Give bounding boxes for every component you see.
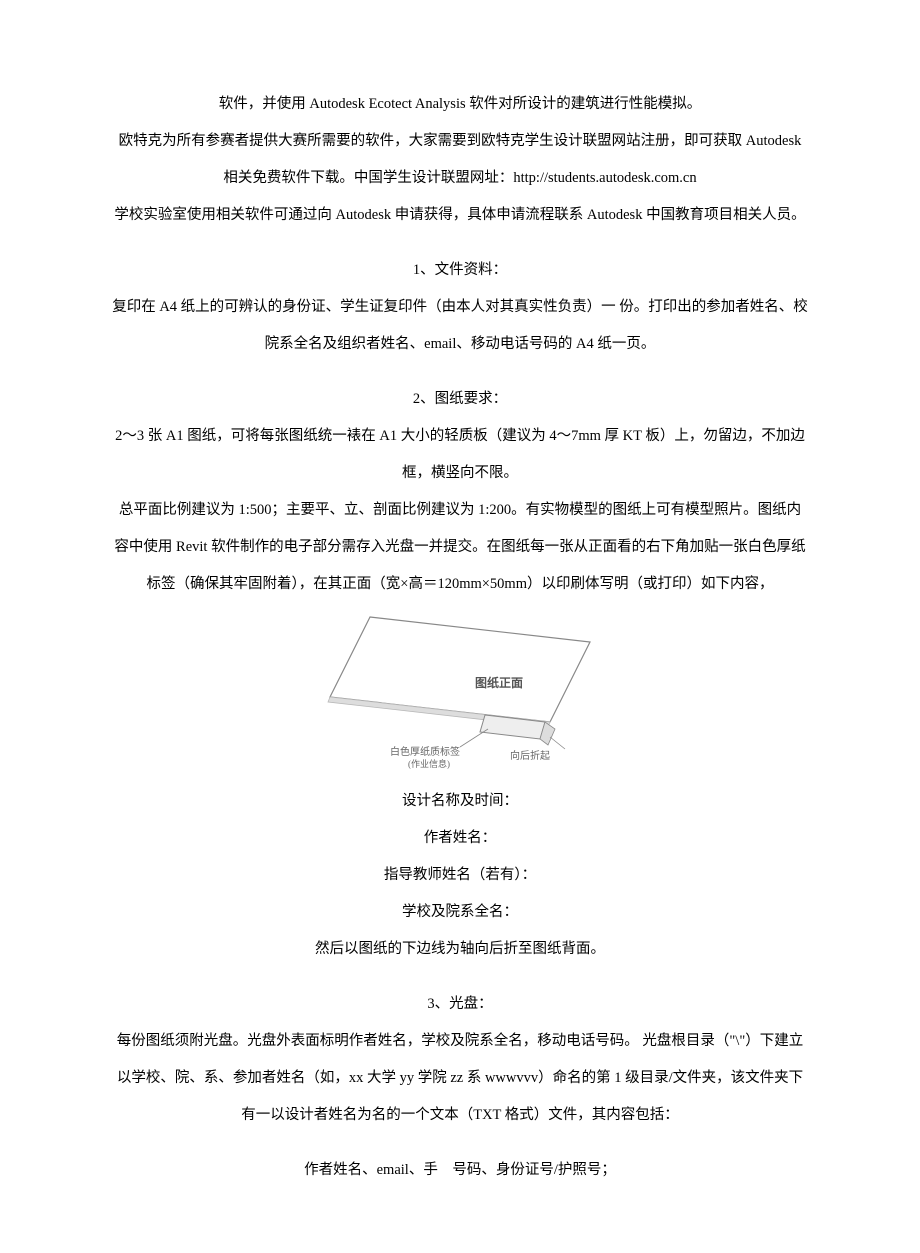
- label-block-line: 然后以图纸的下边线为轴向后折至图纸背面。: [80, 935, 840, 964]
- section3-line: 作者姓名、email、手 号码、身份证号/护照号；: [80, 1156, 840, 1185]
- tag-label-line1: 白色厚纸质标签: [390, 745, 460, 758]
- label-block-line: 设计名称及时间：: [80, 787, 840, 816]
- intro-line: 软件，并使用 Autodesk Ecotect Analysis 软件对所设计的…: [80, 90, 840, 119]
- sheet-diagram: 图纸正面 白色厚纸质标签 (作业信息) 向后折起: [80, 607, 840, 777]
- leader-line-fold: [550, 737, 565, 749]
- label-block-line: 作者姓名：: [80, 824, 840, 853]
- section2-line: 标签（确保其牢固附着），在其正面（宽×高＝120mm×50mm）以印刷体写明（或…: [80, 570, 840, 599]
- fold-label: 向后折起: [510, 749, 550, 762]
- section2-title: 2、图纸要求：: [80, 385, 840, 414]
- section2-line: 2～3 张 A1 图纸，可将每张图纸统一裱在 A1 大小的轻质板（建议为 4～7…: [80, 422, 840, 451]
- section2-line: 框，横竖向不限。: [80, 459, 840, 488]
- section3-line: 有一以设计者姓名为名的一个文本（TXT 格式）文件，其内容包括：: [80, 1101, 840, 1130]
- section3-title: 3、光盘：: [80, 990, 840, 1019]
- label-block-line: 指导教师姓名（若有）：: [80, 861, 840, 890]
- section2-line: 容中使用 Revit 软件制作的电子部分需存入光盘一并提交。在图纸每一张从正面看…: [80, 533, 840, 562]
- section2-line: 总平面比例建议为 1:500；主要平、立、剖面比例建议为 1:200。有实物模型…: [80, 496, 840, 525]
- document-page: 软件，并使用 Autodesk Ecotect Analysis 软件对所设计的…: [0, 0, 920, 1253]
- sheet-diagram-svg: 图纸正面 白色厚纸质标签 (作业信息) 向后折起: [310, 607, 610, 777]
- tag-label-line2: (作业信息): [408, 758, 450, 769]
- section1-line: 院系全名及组织者姓名、email、移动电话号码的 A4 纸一页。: [80, 330, 840, 359]
- sheet-face-label: 图纸正面: [475, 675, 523, 690]
- section3-line: 每份图纸须附光盘。光盘外表面标明作者姓名，学校及院系全名，移动电话号码。 光盘根…: [80, 1027, 840, 1056]
- section1-line: 复印在 A4 纸上的可辨认的身份证、学生证复印件（由本人对其真实性负责）一 份。…: [80, 293, 840, 322]
- leader-line-tag: [460, 729, 488, 747]
- label-block-line: 学校及院系全名：: [80, 898, 840, 927]
- intro-line: 欧特克为所有参赛者提供大赛所需要的软件，大家需要到欧特克学生设计联盟网站注册，即…: [80, 127, 840, 156]
- section3-line: 以学校、院、系、参加者姓名（如，xx 大学 yy 学院 zz 系 wwwvvv）…: [80, 1064, 840, 1093]
- intro-line: 相关免费软件下载。中国学生设计联盟网址：http://students.auto…: [80, 164, 840, 193]
- intro-line: 学校实验室使用相关软件可通过向 Autodesk 申请获得，具体申请流程联系 A…: [80, 201, 840, 230]
- section1-title: 1、文件资料：: [80, 256, 840, 285]
